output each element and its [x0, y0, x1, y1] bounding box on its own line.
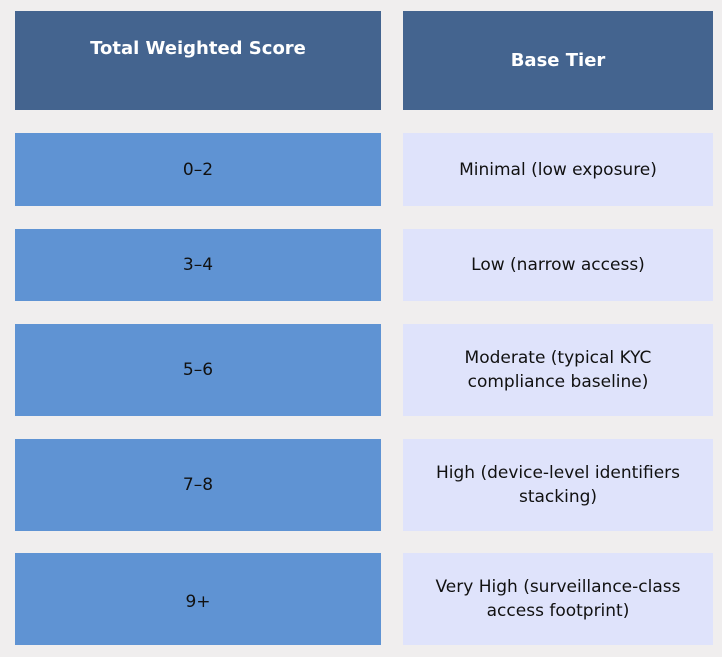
tier-cell: Moderate (typical KYC compliance baselin… — [403, 324, 713, 416]
score-range-cell: 3–4 — [15, 229, 381, 301]
tier-column-header: Base Tier — [403, 11, 713, 110]
tier-cell: Minimal (low exposure) — [403, 133, 713, 206]
score-range-cell: 5–6 — [15, 324, 381, 416]
score-range-cell: 0–2 — [15, 133, 381, 206]
tier-cell: Low (narrow access) — [403, 229, 713, 301]
tier-cell: High (device-level identifiers stacking) — [403, 439, 713, 531]
tier-cell: Very High (surveillance-class access foo… — [403, 553, 713, 645]
score-range-cell: 9+ — [15, 553, 381, 645]
score-range-cell: 7–8 — [15, 439, 381, 531]
score-column-header: Total Weighted Score — [15, 11, 381, 110]
